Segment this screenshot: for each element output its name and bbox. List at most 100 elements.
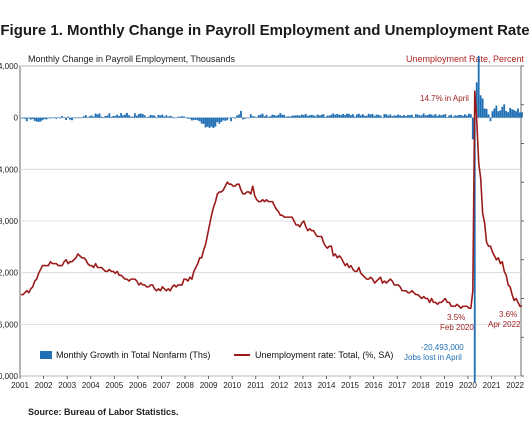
payroll-bar <box>308 115 311 118</box>
payroll-bar <box>57 117 60 119</box>
payroll-bar <box>53 117 56 119</box>
payroll-bar <box>21 117 24 119</box>
payroll-bar <box>126 112 128 118</box>
payroll-bar <box>515 111 517 118</box>
x-tick-label: 2003 <box>58 381 76 390</box>
payroll-bar <box>304 113 307 118</box>
payroll-bar <box>84 115 87 118</box>
payroll-bar <box>242 117 244 120</box>
legend-label-line: Unemployment rate: Total, (%, SA) <box>255 350 393 360</box>
payroll-bar <box>169 115 172 118</box>
payroll-bar <box>224 117 227 121</box>
payroll-bar <box>137 114 140 118</box>
payroll-bar <box>179 116 181 118</box>
left-tick-label: -20,000 <box>0 372 19 381</box>
payroll-bar <box>122 115 124 118</box>
payroll-bar <box>161 114 164 118</box>
payroll-bar <box>216 117 219 123</box>
payroll-bar <box>446 117 449 118</box>
payroll-bar <box>460 115 462 118</box>
payroll-bar <box>104 115 107 118</box>
payroll-bar <box>263 116 266 118</box>
payroll-bar <box>291 115 293 118</box>
payroll-bar <box>489 117 492 122</box>
payroll-bar <box>334 114 337 118</box>
payroll-bar <box>133 113 136 118</box>
payroll-bar <box>277 114 280 118</box>
payroll-bar <box>275 115 278 118</box>
payroll-bar <box>371 114 374 118</box>
payroll-bar <box>155 117 158 119</box>
payroll-bar <box>128 115 130 118</box>
payroll-bar <box>497 111 500 118</box>
payroll-bar <box>196 117 199 121</box>
payroll-bar <box>31 117 34 120</box>
payroll-bar <box>363 115 366 118</box>
payroll-bar <box>202 117 205 124</box>
payroll-bar <box>245 117 248 119</box>
x-tick-label: 2009 <box>200 381 218 390</box>
payroll-bar <box>293 115 295 118</box>
x-tick-label: 2017 <box>388 381 406 390</box>
payroll-bar <box>289 116 291 118</box>
left-tick-label: -8,000 <box>0 217 19 226</box>
annotation-jobs-text: Jobs lost in April <box>404 353 462 362</box>
payroll-bar <box>336 113 339 118</box>
payroll-bar <box>192 117 195 121</box>
payroll-bar <box>141 114 144 118</box>
payroll-bar <box>405 116 407 118</box>
x-tick-label: 2021 <box>483 381 501 390</box>
payroll-bar <box>35 117 38 122</box>
payroll-bar <box>338 114 341 118</box>
payroll-bar <box>485 108 488 118</box>
payroll-bar <box>118 115 121 118</box>
x-tick-label: 2008 <box>176 381 194 390</box>
payroll-bar <box>471 117 474 140</box>
payroll-bar <box>110 116 113 118</box>
payroll-bar <box>59 117 62 119</box>
left-axis-label: Monthly Change in Payroll Employment, Th… <box>28 54 235 64</box>
payroll-bar <box>385 114 388 118</box>
payroll-bar <box>410 114 413 118</box>
payroll-bar <box>354 116 356 118</box>
payroll-bar <box>318 115 321 118</box>
payroll-bar <box>414 114 417 118</box>
payroll-bar <box>316 114 319 118</box>
payroll-bar <box>332 113 335 118</box>
x-tick-labels: 2001 2002 2003 2004 2005 2006 2007 2008 2009 2010… <box>11 376 525 390</box>
payroll-bar <box>188 117 191 119</box>
payroll-bar <box>346 113 348 118</box>
payroll-bar <box>253 116 256 118</box>
payroll-bar <box>163 116 166 118</box>
payroll-bar <box>495 105 498 118</box>
payroll-bar <box>389 114 392 118</box>
payroll-bar <box>71 117 73 121</box>
payroll-bar <box>98 113 101 118</box>
payroll-bar <box>25 117 28 122</box>
payroll-bar <box>147 116 150 118</box>
payroll-bar <box>355 114 358 118</box>
x-tick-label: 2012 <box>270 381 288 390</box>
payroll-bar <box>183 116 185 118</box>
payroll-bar <box>167 116 170 118</box>
payroll-bar <box>65 117 67 120</box>
payroll-bar <box>29 117 32 120</box>
payroll-bar <box>45 117 48 120</box>
payroll-bar <box>501 106 504 118</box>
payroll-bar <box>320 114 323 118</box>
payroll-bar <box>51 117 54 119</box>
payroll-bar <box>438 114 441 118</box>
annotation-apr-date: Apr 2022 <box>488 320 521 329</box>
payroll-bar <box>407 114 409 118</box>
payroll-bar <box>493 108 496 118</box>
payroll-bar <box>444 114 447 118</box>
payroll-bar <box>39 117 42 122</box>
payroll-bar <box>269 116 272 118</box>
payroll-bar <box>322 114 325 118</box>
payroll-bar <box>403 114 405 118</box>
payroll-bar <box>80 117 83 119</box>
payroll-bar <box>383 114 386 118</box>
payroll-bar <box>157 114 160 118</box>
payroll-bar <box>27 117 30 119</box>
payroll-bar <box>367 113 370 118</box>
